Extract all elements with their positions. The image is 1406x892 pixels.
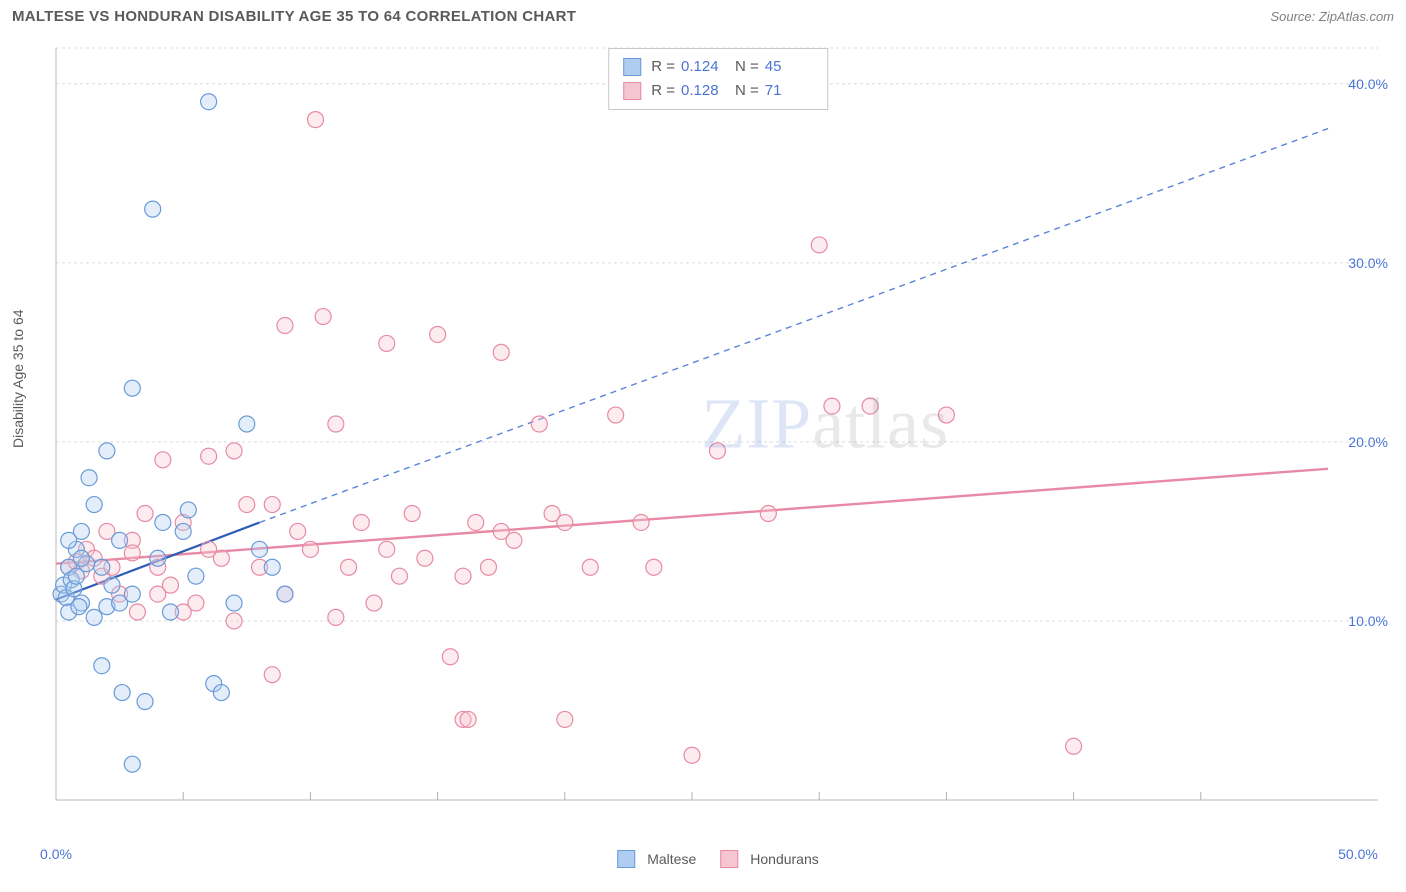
stats-row-hondurans: R = 0.128 N = 71 bbox=[623, 79, 813, 103]
legend-item-maltese: Maltese bbox=[617, 850, 696, 868]
x-tick-label: 50.0% bbox=[1338, 846, 1378, 862]
chart-title: MALTESE VS HONDURAN DISABILITY AGE 35 TO… bbox=[12, 8, 576, 25]
stats-r-value-hondurans: 0.128 bbox=[681, 79, 729, 103]
swatch-hondurans bbox=[623, 82, 641, 100]
header: MALTESE VS HONDURAN DISABILITY AGE 35 TO… bbox=[0, 0, 1406, 29]
source-label: Source: ZipAtlas.com bbox=[1270, 9, 1394, 24]
stats-n-value-maltese: 45 bbox=[765, 55, 813, 79]
stats-n-label: N = bbox=[735, 79, 759, 103]
legend-swatch-hondurans bbox=[720, 850, 738, 868]
stats-r-value-maltese: 0.124 bbox=[681, 55, 729, 79]
swatch-maltese bbox=[623, 58, 641, 76]
stats-r-label: R = bbox=[651, 55, 675, 79]
legend-item-hondurans: Hondurans bbox=[720, 850, 819, 868]
legend-swatch-maltese bbox=[617, 850, 635, 868]
legend-bottom: Maltese Hondurans bbox=[617, 850, 819, 868]
scatter-chart-svg bbox=[48, 40, 1388, 840]
y-tick-label: 10.0% bbox=[1348, 613, 1388, 629]
y-tick-label: 30.0% bbox=[1348, 255, 1388, 271]
y-tick-label: 20.0% bbox=[1348, 434, 1388, 450]
x-tick-label: 0.0% bbox=[40, 846, 72, 862]
y-axis-label: Disability Age 35 to 64 bbox=[10, 309, 26, 448]
stats-n-label: N = bbox=[735, 55, 759, 79]
stats-n-value-hondurans: 71 bbox=[765, 79, 813, 103]
legend-label-hondurans: Hondurans bbox=[750, 851, 819, 867]
y-tick-label: 40.0% bbox=[1348, 76, 1388, 92]
legend-label-maltese: Maltese bbox=[647, 851, 696, 867]
chart-area: Disability Age 35 to 64 ZIPatlas R = 0.1… bbox=[48, 40, 1388, 840]
stats-box: R = 0.124 N = 45 R = 0.128 N = 71 bbox=[608, 48, 828, 110]
stats-row-maltese: R = 0.124 N = 45 bbox=[623, 55, 813, 79]
stats-r-label: R = bbox=[651, 79, 675, 103]
